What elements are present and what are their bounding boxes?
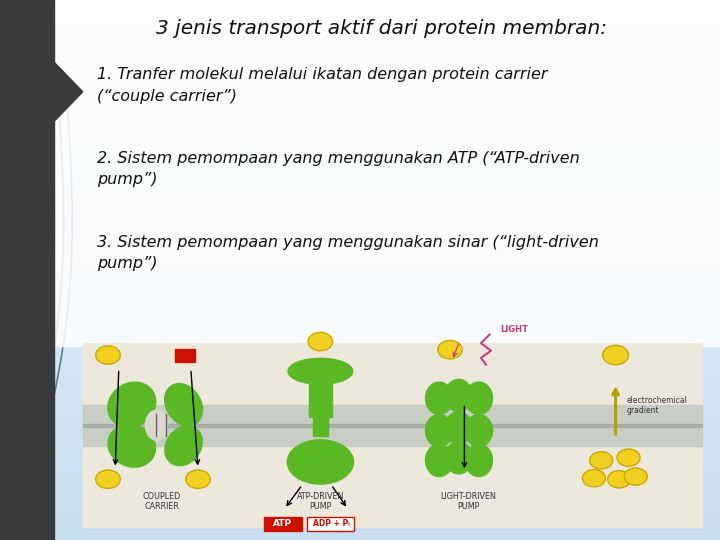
Text: COUPLED
CARRIER: COUPLED CARRIER (143, 492, 181, 511)
Circle shape (624, 468, 647, 485)
Ellipse shape (287, 440, 354, 484)
Text: ATP-DRIVEN
PUMP: ATP-DRIVEN PUMP (297, 492, 344, 511)
Ellipse shape (165, 426, 202, 465)
Text: ATP: ATP (274, 519, 292, 528)
Bar (83, 423, 702, 428)
Bar (307, 516, 354, 530)
Circle shape (96, 346, 120, 364)
Circle shape (308, 332, 333, 351)
Circle shape (603, 346, 629, 365)
Bar (83, 405, 702, 446)
Ellipse shape (165, 383, 202, 426)
Circle shape (186, 470, 210, 488)
Ellipse shape (426, 382, 453, 415)
Ellipse shape (465, 444, 492, 477)
Circle shape (96, 470, 120, 488)
Circle shape (582, 469, 606, 487)
Bar (264, 516, 302, 530)
Ellipse shape (288, 359, 353, 384)
Ellipse shape (108, 424, 156, 467)
Ellipse shape (426, 415, 453, 447)
Text: 3 jenis transport aktif dari protein membran:: 3 jenis transport aktif dari protein mem… (156, 19, 607, 38)
Bar (175, 349, 195, 362)
Text: electrochemical
gradient: electrochemical gradient (626, 395, 688, 415)
Ellipse shape (465, 415, 492, 447)
Ellipse shape (445, 442, 472, 474)
Ellipse shape (108, 382, 156, 427)
Text: 3. Sistem pemompaan yang menggunakan sinar (“light-driven
pump”): 3. Sistem pemompaan yang menggunakan sin… (97, 235, 599, 271)
Ellipse shape (145, 410, 167, 440)
Bar (83, 343, 702, 526)
Bar (309, 372, 332, 417)
Circle shape (438, 340, 462, 359)
Bar (0, 0, 54, 540)
Circle shape (608, 471, 631, 488)
Bar (313, 415, 328, 436)
Ellipse shape (445, 411, 472, 444)
Bar (54, 0, 720, 346)
Text: LIGHT: LIGHT (500, 326, 528, 334)
Text: 1. Tranfer molekul melalui ikatan dengan protein carrier
(“couple carrier”): 1. Tranfer molekul melalui ikatan dengan… (97, 68, 548, 104)
Text: LIGHT-DRIVEN
PUMP: LIGHT-DRIVEN PUMP (440, 492, 496, 511)
Ellipse shape (445, 379, 472, 411)
Ellipse shape (426, 444, 453, 477)
Polygon shape (0, 62, 83, 122)
Text: ADP + Pᵢ: ADP + Pᵢ (312, 519, 350, 528)
Circle shape (617, 449, 640, 467)
Text: 2. Sistem pemompaan yang menggunakan ATP (“ATP-driven
pump”): 2. Sistem pemompaan yang menggunakan ATP… (97, 151, 580, 187)
Ellipse shape (465, 382, 492, 415)
Circle shape (590, 451, 613, 469)
